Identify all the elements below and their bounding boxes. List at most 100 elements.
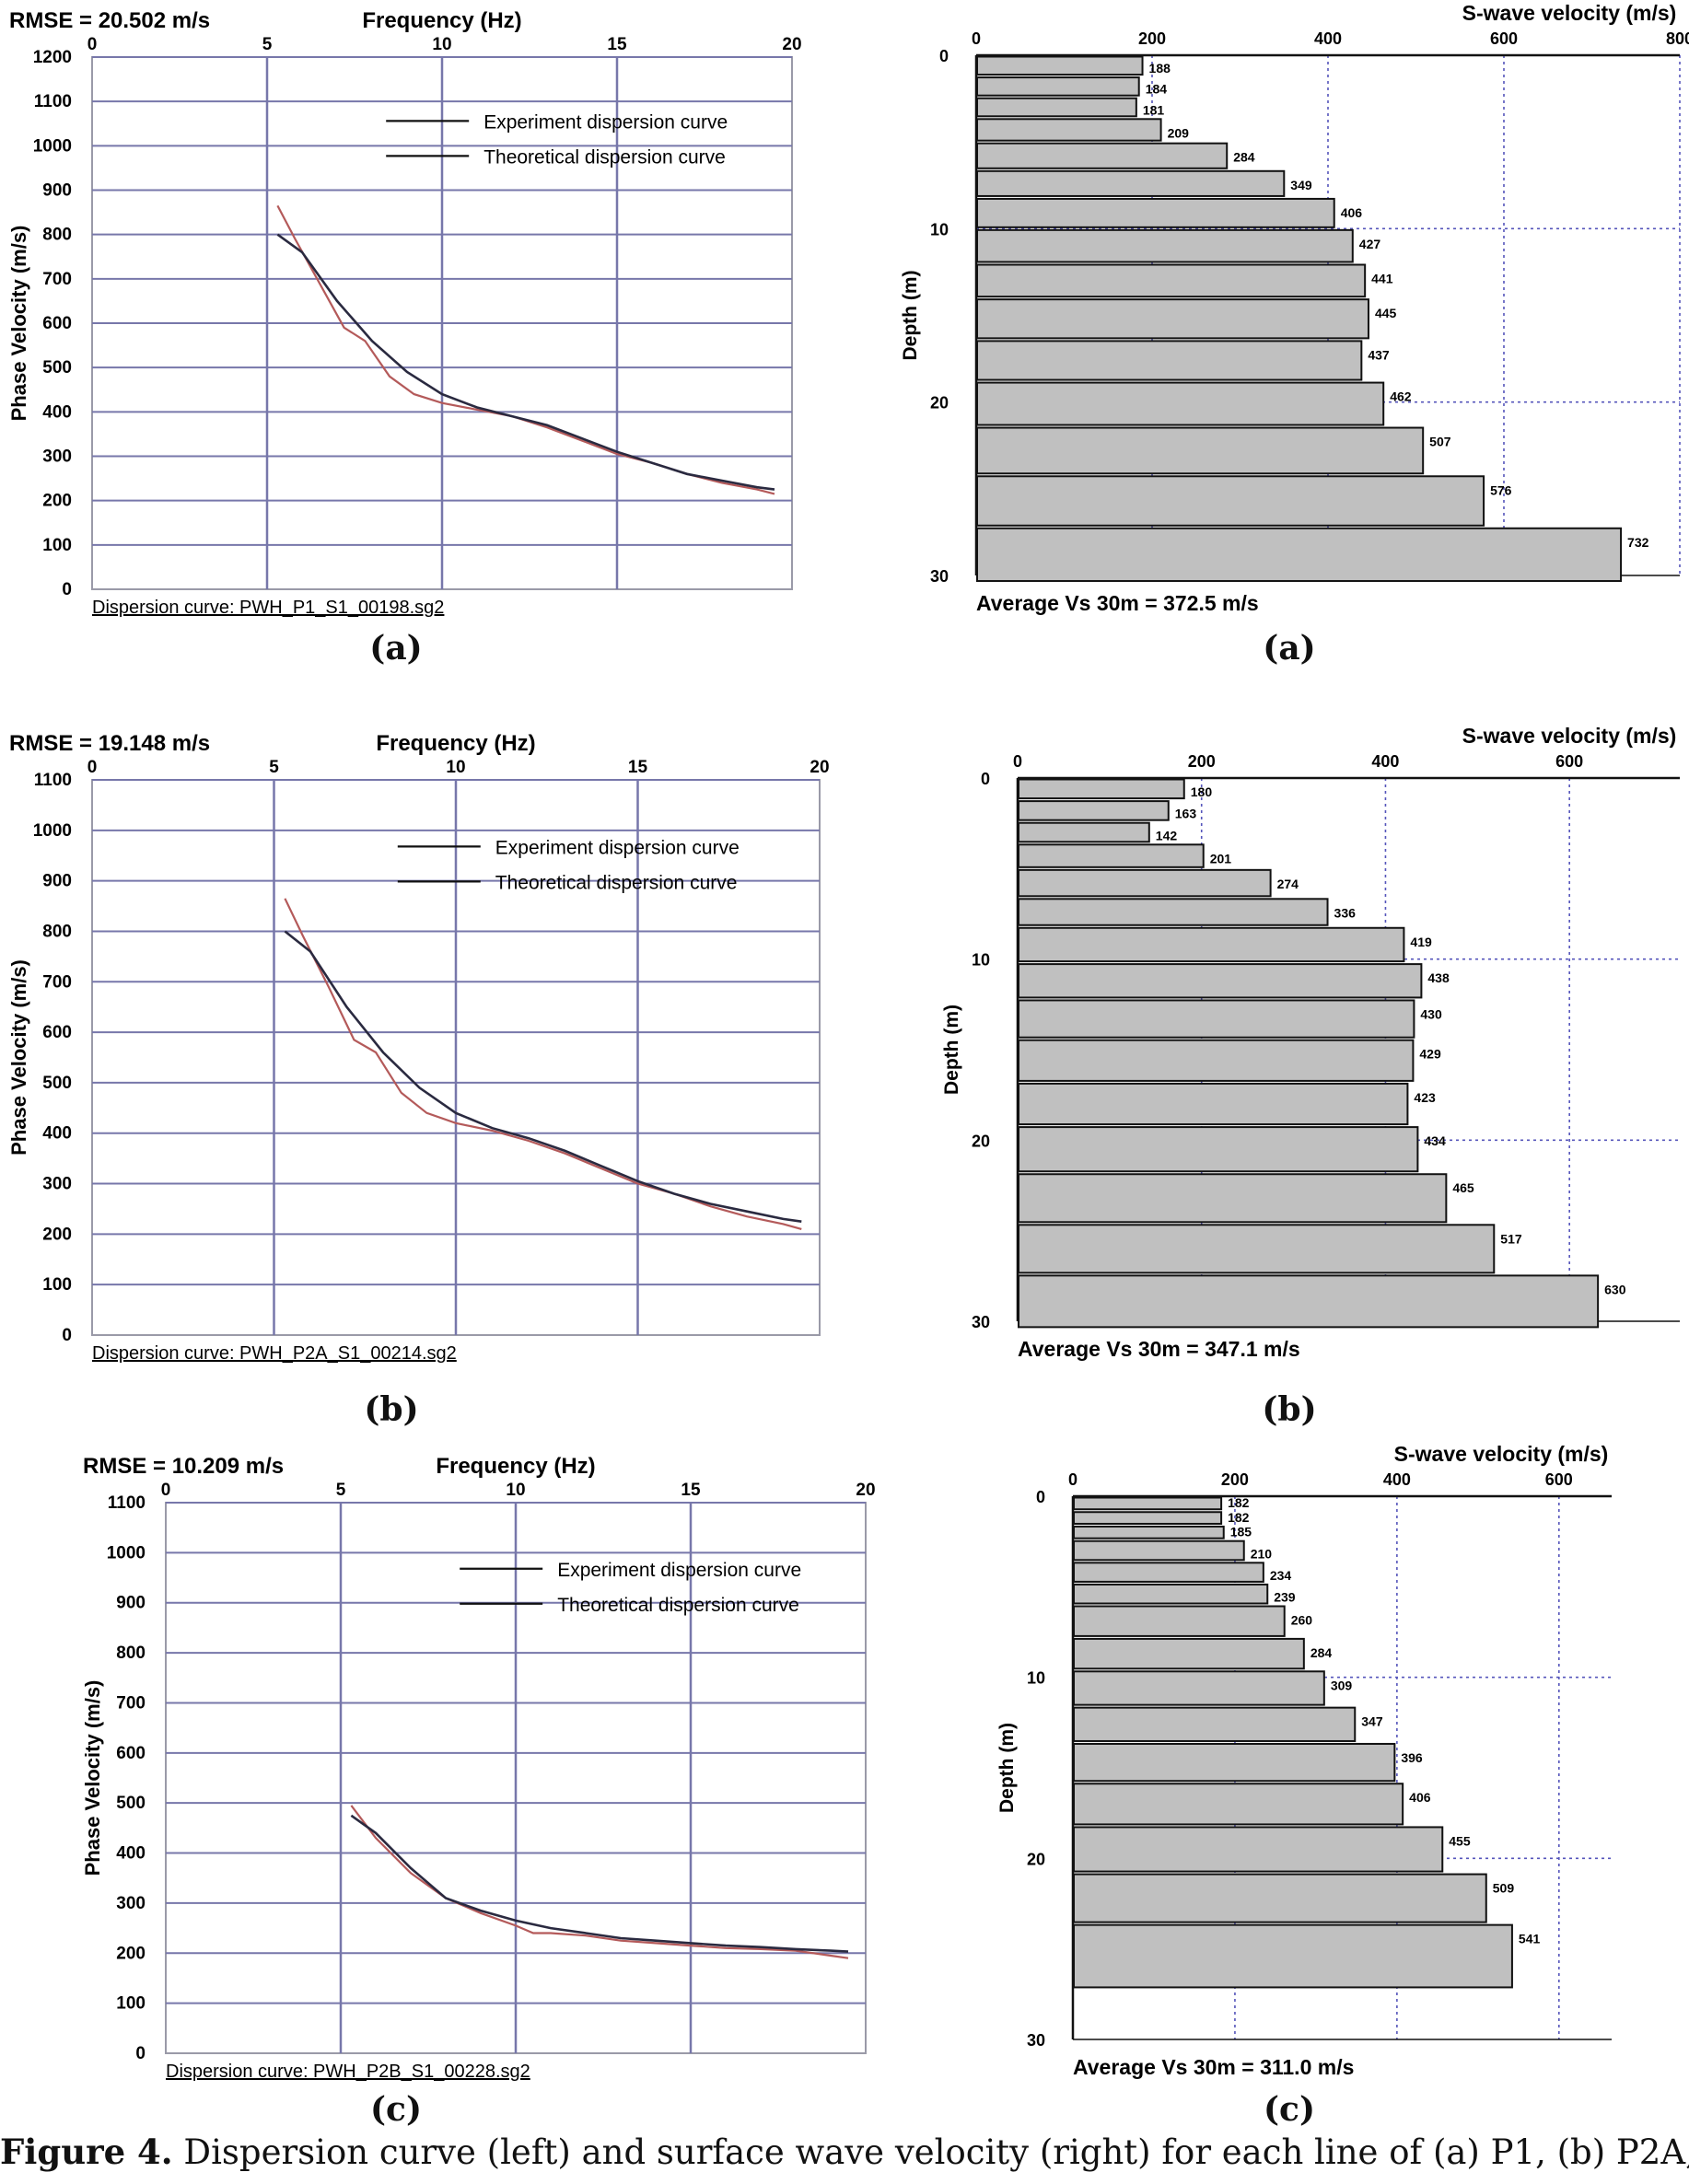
legend-label: Theoretical dispersion curve [483, 146, 726, 168]
x-tick-label: 20 [782, 35, 801, 54]
y-tick-label: 0 [981, 770, 990, 788]
dispersion-file-label: Dispersion curve: PWH_P1_S1_00198.sg2 [92, 598, 444, 618]
layer-bar [976, 76, 1140, 97]
layer-bar [1018, 1082, 1409, 1126]
layer-bar [976, 381, 1385, 426]
panel-label-right-b: (b) [1262, 1390, 1317, 1429]
y-tick-label: 200 [116, 1944, 146, 1963]
y-tick-label: 300 [42, 447, 72, 467]
x-tick-label: 20 [810, 758, 829, 777]
x-tick-label: 5 [269, 758, 279, 777]
panel-label-right-a: (a) [1263, 629, 1316, 668]
dispersion-svg: RMSE = 19.148 m/s Frequency (Hz) Phase Vel… [7, 731, 830, 1364]
y-tick-label: 500 [42, 358, 72, 378]
y-tick-label: 100 [42, 1275, 72, 1295]
x-tick-label: 5 [336, 1481, 346, 1500]
velocity-svg: S-wave velocity (m/s) 0 200 400 600 0 10 20 30 De… [996, 1442, 1612, 2079]
panel-label-left-c: (c) [370, 2090, 422, 2129]
x-tick-label: 0 [1013, 752, 1022, 771]
layer-velocity-label: 188 [1149, 61, 1171, 76]
experiment-curve-line [284, 898, 802, 1230]
x-tick-label: 800 [1666, 29, 1689, 48]
y-tick-label: 30 [930, 567, 949, 586]
x-tick-label: 600 [1490, 29, 1518, 48]
velocity-profile-c: S-wave velocity (m/s) 0 200 400 600 0 10 20 30 De… [995, 1441, 1621, 2099]
x-tick-label: 10 [446, 758, 465, 777]
theoretical-curve-line [284, 930, 802, 1223]
x-axis-title: Frequency (Hz) [376, 731, 535, 756]
layer-bar [1073, 1742, 1396, 1783]
layer-bar [1073, 1706, 1357, 1742]
y-tick-label: 100 [42, 536, 72, 555]
y-tick-label: 0 [135, 2044, 146, 2063]
x-axis-title: S-wave velocity (m/s) [1462, 1, 1677, 25]
theoretical-curve-line [350, 1814, 849, 1953]
layer-velocity-label: 181 [1143, 102, 1165, 117]
y-tick-label: 900 [42, 872, 72, 891]
legend-label: Experiment dispersion curve [557, 1560, 801, 1581]
y-tick-label: 700 [42, 972, 72, 992]
layer-velocity-label: 336 [1334, 905, 1357, 920]
y-tick-label: 20 [930, 394, 949, 412]
layer-velocity-label: 430 [1420, 1006, 1442, 1021]
x-tick-label: 200 [1138, 29, 1166, 48]
layer-velocity-label: 406 [1409, 1790, 1431, 1805]
layer-velocity-label: 541 [1519, 1932, 1541, 1946]
x-tick-label: 15 [681, 1481, 701, 1500]
x-axis-title: Frequency (Hz) [436, 1454, 595, 1479]
layer-bar [1018, 821, 1150, 843]
layer-bar [1073, 1783, 1404, 1826]
y-tick-label: 30 [972, 1313, 990, 1331]
layer-velocity-label: 349 [1290, 178, 1312, 192]
x-tick-label: 600 [1545, 1470, 1573, 1489]
rmse-label: RMSE = 19.148 m/s [9, 731, 210, 756]
layer-velocity-label: 163 [1175, 807, 1197, 821]
layer-velocity-label: 201 [1210, 851, 1232, 865]
layer-velocity-label: 284 [1310, 1645, 1333, 1660]
y-tick-label: 900 [116, 1594, 146, 1613]
layer-bar [1018, 778, 1185, 800]
layer-bar [976, 298, 1369, 340]
y-tick-label: 100 [116, 1994, 146, 2014]
layer-velocity-label: 274 [1277, 877, 1299, 891]
legend-label: Theoretical dispersion curve [557, 1595, 799, 1616]
y-tick-label: 800 [116, 1644, 146, 1663]
layer-bar [1018, 1173, 1448, 1224]
y-tick-label: 800 [42, 226, 72, 245]
layer-velocity-label: 185 [1230, 1525, 1252, 1539]
layer-bar [976, 527, 1623, 583]
figure-caption-label: Figure 4. [0, 2132, 173, 2172]
layer-bar [976, 118, 1162, 142]
layer-bar [1073, 1525, 1225, 1539]
x-tick-label: 400 [1371, 752, 1399, 771]
x-tick-label: 15 [628, 758, 648, 777]
layer-bar [976, 142, 1229, 169]
layer-bar [1073, 1496, 1223, 1511]
layer-velocity-label: 509 [1493, 1881, 1515, 1896]
layer-velocity-label: 441 [1371, 272, 1393, 286]
y-tick-label: 700 [42, 270, 72, 289]
rmse-label: RMSE = 10.209 m/s [83, 1454, 284, 1479]
layer-bar [976, 340, 1363, 381]
layer-velocity-label: 180 [1191, 784, 1213, 799]
x-axis-title: Frequency (Hz) [362, 8, 521, 33]
y-axis-title: Phase Velocity (m/s) [7, 959, 30, 1156]
y-tick-label: 600 [42, 314, 72, 333]
y-tick-label: 20 [972, 1132, 990, 1150]
y-tick-label: 300 [116, 1894, 146, 1913]
y-tick-label: 0 [62, 580, 72, 599]
x-tick-label: 600 [1555, 752, 1583, 771]
legend-label: Experiment dispersion curve [495, 837, 740, 858]
y-tick-label: 1000 [107, 1543, 146, 1562]
y-tick-label: 30 [1027, 2031, 1045, 2050]
dispersion-chart-a: RMSE = 20.502 m/s Frequency (Hz) Phase Vel… [0, 0, 829, 635]
theoretical-curve-line [276, 233, 775, 491]
y-tick-label: 0 [939, 47, 949, 65]
dispersion-chart-b: RMSE = 19.148 m/s Frequency (Hz) Phase Vel… [0, 723, 856, 1381]
velocity-profile-b: S-wave velocity (m/s) 0 200 400 600 0 10 20 30 De… [939, 723, 1689, 1381]
y-tick-label: 400 [42, 402, 72, 422]
rmse-label: RMSE = 20.502 m/s [9, 8, 210, 33]
velocity-svg: S-wave velocity (m/s) 0 200 400 600 0 10 20 30 De… [941, 724, 1680, 1361]
layer-velocity-label: 309 [1331, 1678, 1353, 1692]
layer-bar [976, 475, 1485, 527]
